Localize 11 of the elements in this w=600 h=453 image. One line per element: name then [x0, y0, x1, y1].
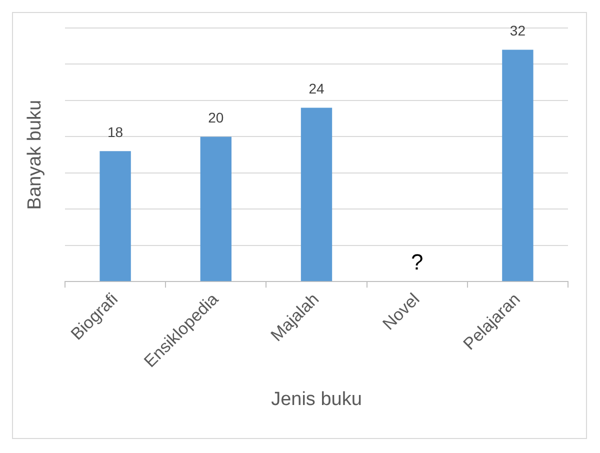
data-label: 18	[108, 124, 124, 140]
text: ?	[410, 250, 424, 275]
bar	[100, 151, 131, 282]
data-label: 24	[308, 80, 324, 97]
y-axis-title: Banyak buku	[24, 100, 46, 210]
data-label: 32	[510, 22, 526, 39]
data-label: 20	[208, 110, 224, 126]
bar	[200, 136, 232, 282]
x-axis-title: Jenis buku	[271, 388, 362, 410]
bar	[502, 50, 534, 282]
bar	[300, 108, 332, 282]
